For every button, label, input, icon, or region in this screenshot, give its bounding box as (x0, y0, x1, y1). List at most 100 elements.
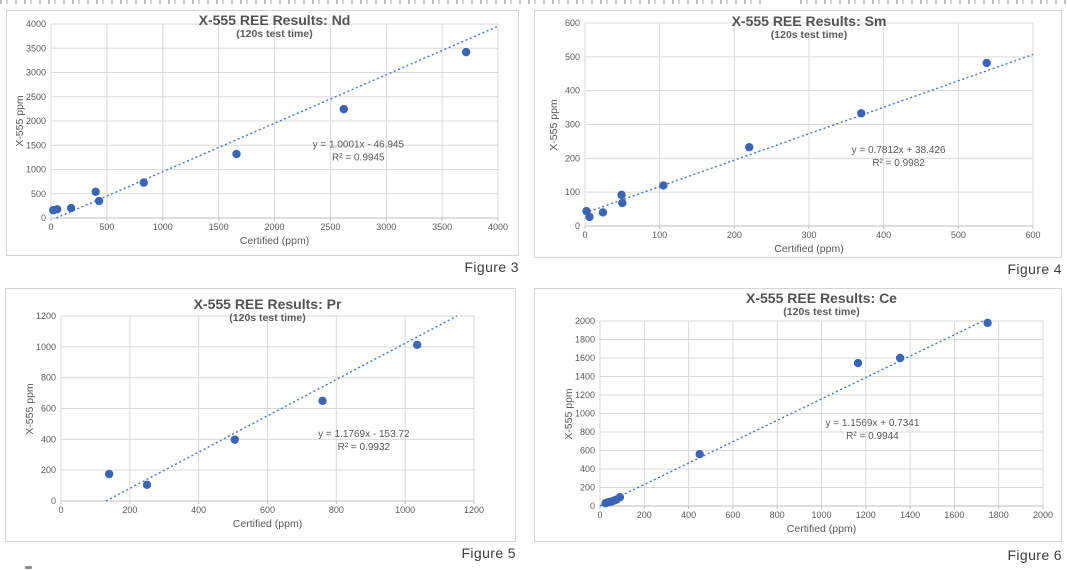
chart-title: X-555 REE Results: Ce (746, 290, 897, 306)
svg-text:0: 0 (597, 510, 602, 520)
svg-text:R² = 0.9982: R² = 0.9982 (872, 158, 925, 169)
data-point (895, 353, 905, 363)
scatter-plot-ce: 0 200 400 600 800 1000 1200 1400 1600 1800 2000 0 20… (575, 316, 1053, 520)
svg-text:500: 500 (99, 222, 114, 232)
svg-text:1000: 1000 (395, 505, 415, 515)
svg-text:R² = 0.9945: R² = 0.9945 (332, 152, 385, 163)
svg-text:500: 500 (31, 189, 46, 199)
svg-text:200: 200 (122, 505, 137, 515)
svg-text:500: 500 (565, 52, 580, 62)
svg-text:1600: 1600 (575, 353, 595, 363)
svg-text:600: 600 (1025, 230, 1040, 240)
chart-title: X-555 REE Results: Sm (731, 13, 887, 29)
svg-text:600: 600 (580, 446, 595, 456)
chart-panel-pr: 0 200 400 600 800 1000 1200 0 200 400 600 800 1000 12… (5, 288, 516, 542)
svg-text:200: 200 (41, 465, 56, 475)
scatter-plot-pr: 0 200 400 600 800 1000 1200 0 200 400 600 800 1000 12… (36, 311, 484, 515)
data-point (66, 203, 76, 213)
svg-text:400: 400 (41, 434, 56, 444)
y-axis-label: X-555 ppm (24, 382, 36, 435)
svg-text:2000: 2000 (264, 222, 284, 232)
chart-subtitle: (120s test time) (783, 306, 860, 318)
data-point (91, 187, 100, 197)
data-point (659, 181, 668, 190)
scatter-plot-sm: 0 100 200 300 400 500 600 0 100 200 300 400 500 600 y … (565, 18, 1041, 240)
svg-text:1200: 1200 (464, 505, 484, 515)
svg-text:500: 500 (951, 230, 966, 240)
axis-tick-labels: 0 500 1000 1500 2000 2500 3000 3500 4000 0 500 1000… (26, 19, 508, 232)
axis-tick-labels: 0 200 400 600 800 1000 1200 0 200 400 600 800 1000 12… (36, 311, 484, 515)
y-axis-label: X-555 ppm (563, 387, 575, 440)
data-points (49, 47, 471, 215)
svg-text:1800: 1800 (989, 510, 1009, 520)
gridlines (599, 320, 1044, 509)
svg-text:600: 600 (260, 505, 275, 515)
svg-text:100: 100 (652, 230, 667, 240)
data-point (617, 190, 626, 200)
svg-text:600: 600 (565, 18, 580, 28)
svg-text:0: 0 (582, 230, 587, 240)
svg-text:1000: 1000 (36, 342, 56, 352)
svg-text:3500: 3500 (26, 43, 46, 53)
data-points (582, 58, 991, 222)
data-point (585, 212, 594, 222)
data-point (598, 208, 608, 217)
svg-text:R² = 0.9944: R² = 0.9944 (846, 431, 899, 442)
svg-text:y = 0.7812x + 38.426: y = 0.7812x + 38.426 (852, 145, 946, 156)
svg-text:600: 600 (41, 404, 56, 414)
svg-text:200: 200 (565, 153, 580, 163)
data-point (104, 469, 114, 479)
svg-text:100: 100 (565, 187, 580, 197)
svg-text:400: 400 (191, 505, 206, 515)
svg-text:4000: 4000 (488, 222, 508, 232)
svg-text:2500: 2500 (26, 92, 46, 102)
svg-text:1400: 1400 (900, 510, 920, 520)
svg-text:400: 400 (876, 230, 891, 240)
svg-text:y = 1.0001x - 46.945: y = 1.0001x - 46.945 (313, 139, 405, 150)
svg-text:1500: 1500 (209, 222, 229, 232)
trendline-equation: y = 0.7812x + 38.426 R² = 0.9982 (852, 145, 946, 169)
data-point (695, 450, 704, 459)
svg-text:2000: 2000 (575, 316, 595, 326)
trendline (105, 315, 458, 502)
y-axis-label: X-555 ppm (548, 98, 560, 151)
data-point (413, 340, 422, 350)
trendline (599, 320, 984, 507)
figure-caption: Figure 5 (461, 545, 516, 561)
x-axis-label: Certified (ppm) (786, 523, 857, 535)
svg-text:0: 0 (51, 496, 56, 506)
svg-text:4000: 4000 (26, 19, 46, 29)
chart-title: X-555 REE Results: Pr (193, 296, 342, 312)
svg-text:1000: 1000 (811, 510, 831, 520)
svg-text:3000: 3000 (26, 68, 46, 78)
svg-text:3000: 3000 (376, 222, 396, 232)
data-points (601, 318, 992, 508)
data-point (461, 47, 471, 57)
data-point (857, 109, 866, 118)
data-point (139, 178, 148, 187)
chart-panel-ce: 0 200 400 600 800 1000 1200 1400 1600 1800 2000 0 20… (534, 288, 1062, 542)
svg-text:400: 400 (580, 464, 595, 474)
x-axis-label: Certified (ppm) (232, 518, 303, 530)
chart-panel-nd: 0 500 1000 1500 2000 2500 3000 3500 4000 0 500 1000… (6, 10, 519, 256)
data-point (94, 196, 104, 206)
data-point (142, 480, 152, 490)
clipped-text-row-left (0, 0, 765, 4)
scatter-plot-nd: 0 500 1000 1500 2000 2500 3000 3500 4000 0 500 1000… (26, 19, 508, 232)
svg-text:0: 0 (575, 221, 580, 231)
svg-text:400: 400 (681, 510, 696, 520)
svg-text:1600: 1600 (944, 510, 964, 520)
svg-text:0: 0 (48, 222, 53, 232)
svg-text:3500: 3500 (432, 222, 452, 232)
clipped-text-bottom-left (25, 566, 32, 569)
data-point (982, 58, 991, 68)
figure-caption: Figure 4 (1007, 261, 1062, 277)
chart-title: X-555 REE Results: Nd (198, 12, 351, 28)
x-axis-label: Certified (ppm) (774, 243, 844, 255)
chart-subtitle: (120s test time) (236, 28, 313, 40)
svg-text:2000: 2000 (1033, 510, 1053, 520)
y-axis-label: X-555 ppm (14, 95, 26, 147)
trendline-equation: y = 1.1569x + 0.7341 R² = 0.9944 (825, 418, 919, 442)
svg-text:1500: 1500 (26, 140, 46, 150)
